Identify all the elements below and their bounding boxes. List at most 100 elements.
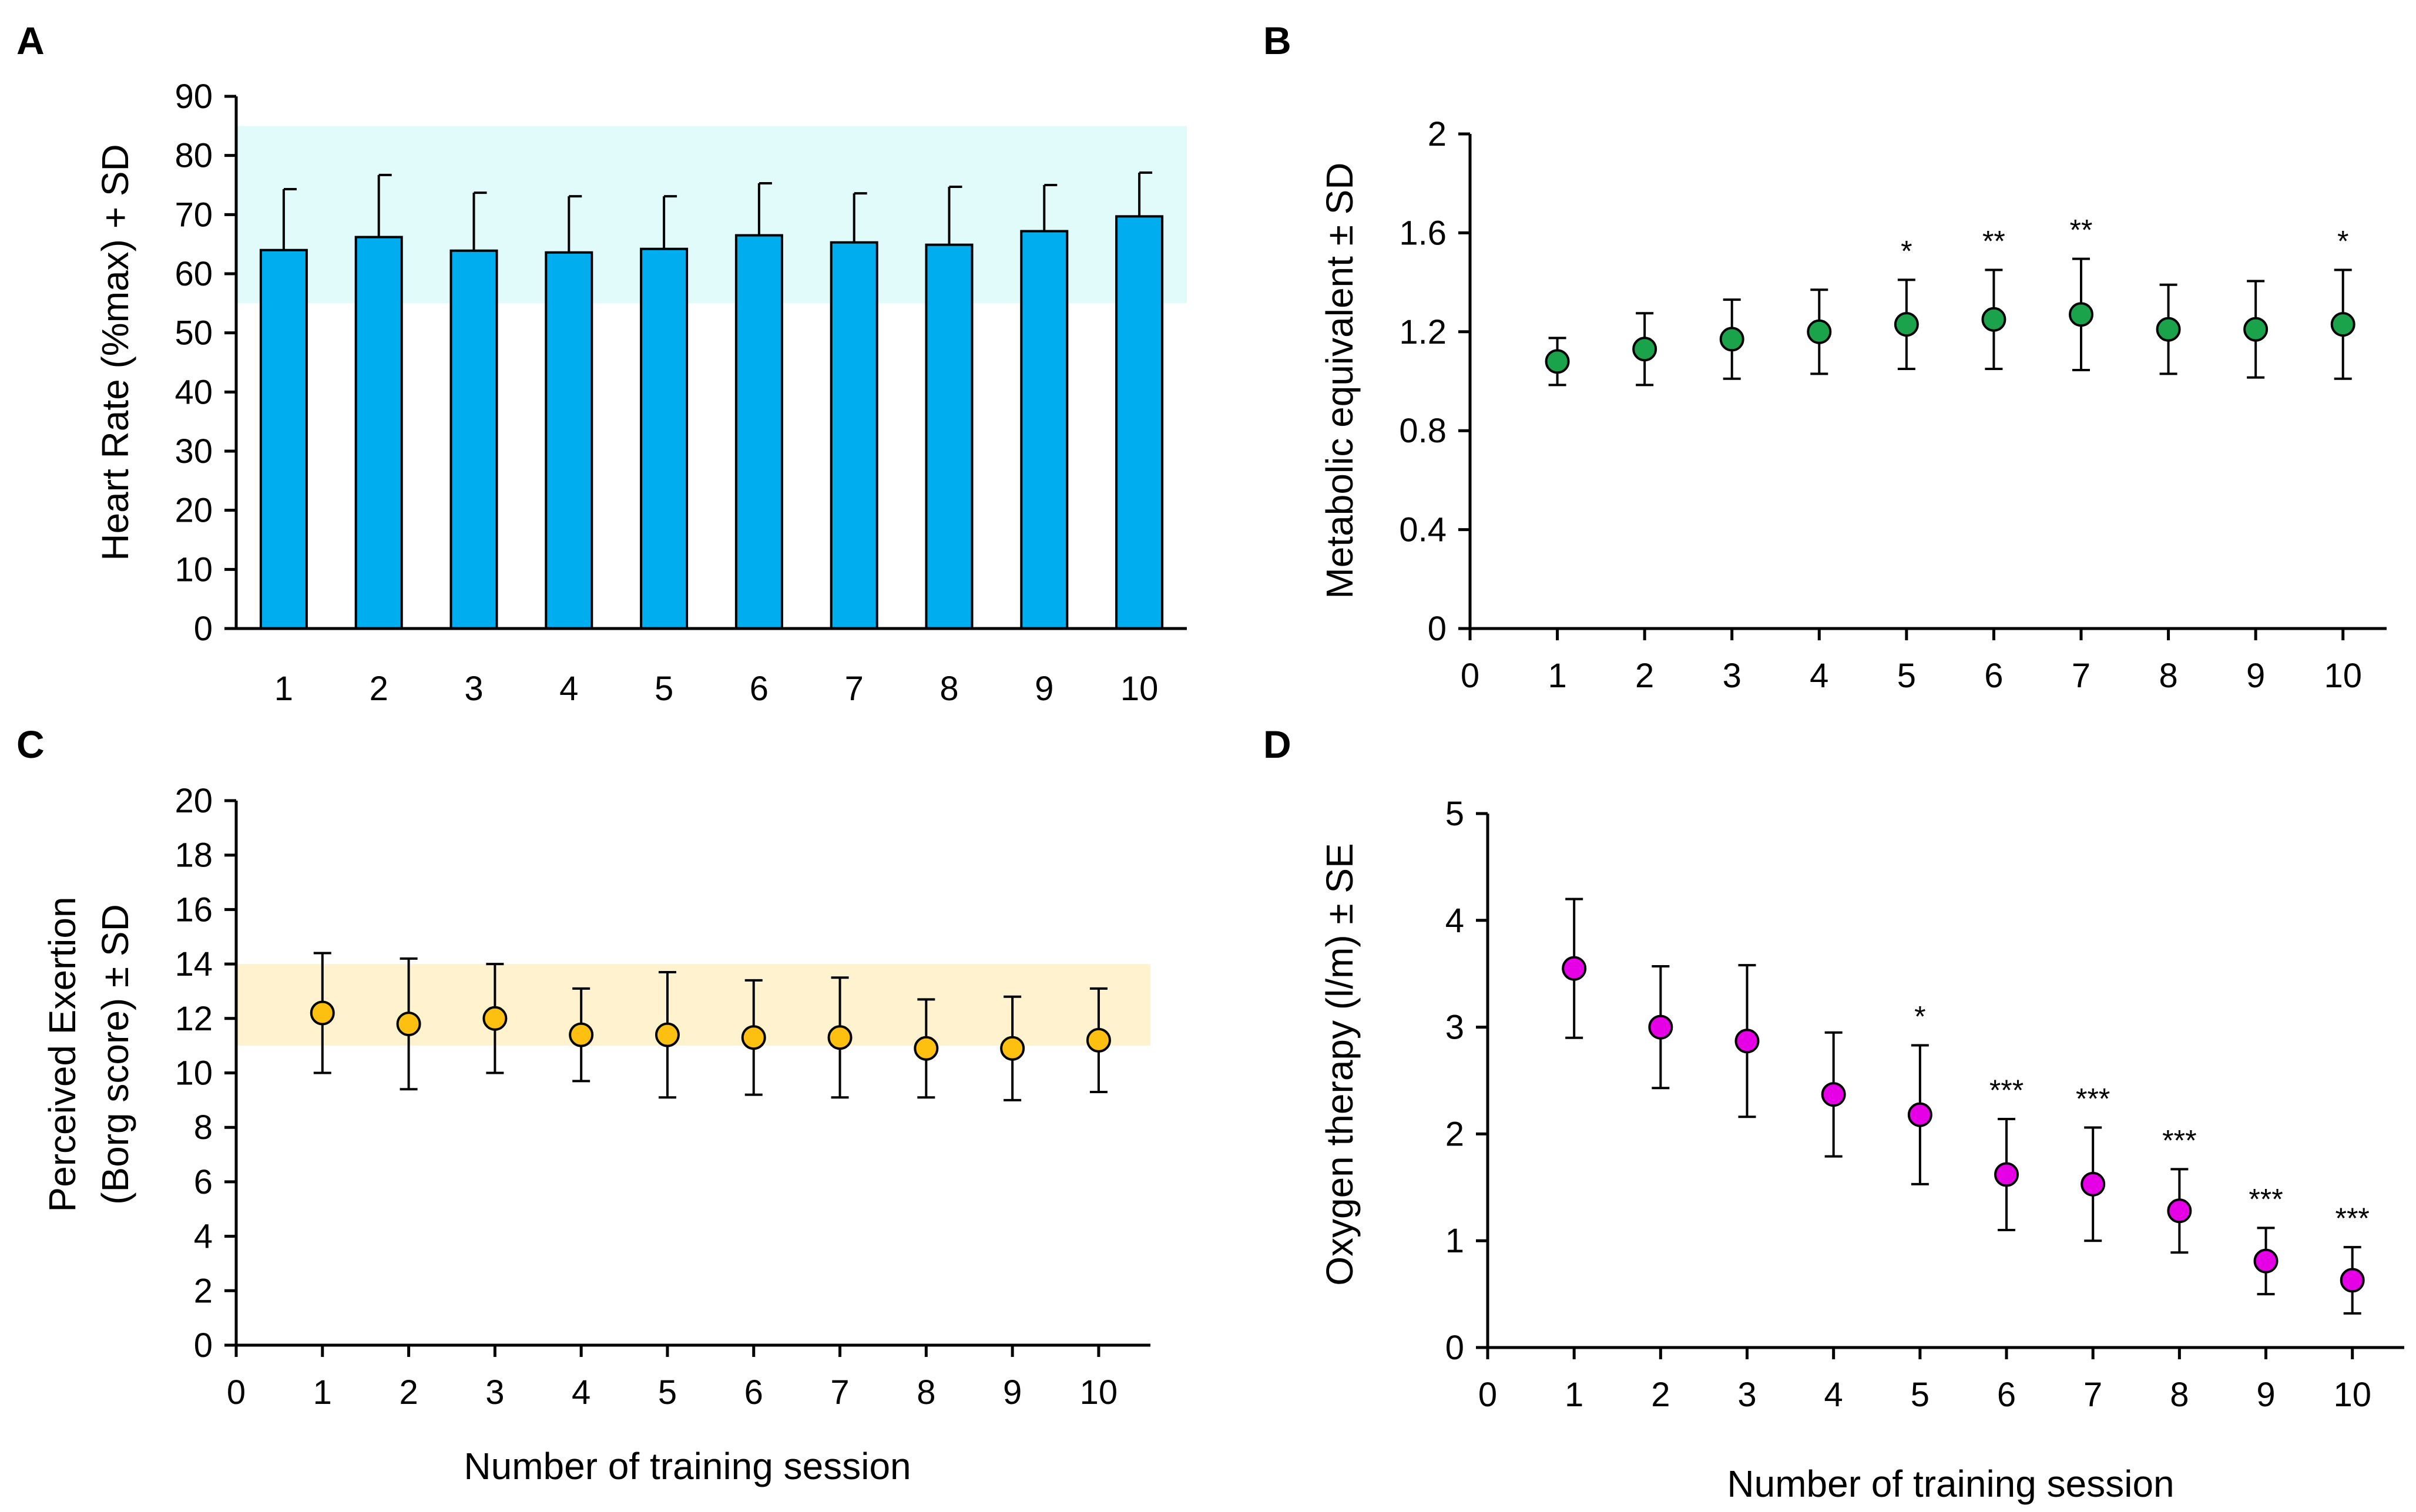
y-tick-label: 1 xyxy=(1445,1222,1464,1260)
x-tick-label: 6 xyxy=(744,1373,763,1412)
y-tick-label: 90 xyxy=(175,78,213,116)
data-point xyxy=(396,1012,421,1037)
panel-b-metabolic-equivalent: B Metabolic equivalent ± SD 0 0.4 0.8 1.2 1.… xyxy=(1263,19,2387,695)
x-tick-label: 5 xyxy=(1897,657,1916,695)
y-tick-label: 2 xyxy=(1445,1115,1464,1153)
data-point xyxy=(1000,1036,1025,1061)
x-tick-label: 6 xyxy=(1997,1376,2016,1414)
y-tick-label: 2 xyxy=(194,1272,213,1310)
y-tick-label: 80 xyxy=(175,137,213,175)
data-point xyxy=(1994,1162,2019,1187)
y-tick-label: 4 xyxy=(1445,902,1464,940)
x-tick-label: 9 xyxy=(2246,657,2265,695)
data-point xyxy=(2340,1268,2365,1293)
x-tick-label: 9 xyxy=(1003,1373,1022,1412)
significance-annotation: * xyxy=(1914,1000,1925,1033)
y-tick-label: 0.8 xyxy=(1399,412,1447,450)
bar xyxy=(734,234,783,630)
x-tick-label: 3 xyxy=(464,670,483,708)
data-point xyxy=(655,1022,680,1047)
x-tick-label: 4 xyxy=(1824,1376,1843,1414)
y-tick-label: 2 xyxy=(1428,115,1447,153)
data-point xyxy=(1562,956,1587,981)
data-point xyxy=(1734,1029,1760,1054)
x-tick-label: 0 xyxy=(1461,657,1479,695)
bar xyxy=(1020,230,1069,630)
data-point xyxy=(1632,337,1657,362)
x-tick-label: 5 xyxy=(1911,1376,1930,1414)
bar xyxy=(1115,215,1164,630)
x-tick-label: 7 xyxy=(2083,1376,2102,1414)
significance-annotation: ** xyxy=(1982,225,2005,258)
data-point xyxy=(1648,1014,1673,1040)
panel-d-oxygen-therapy: D Oxygen therapy (l/m) ± SE Number of tr… xyxy=(1263,723,2404,1505)
data-point xyxy=(914,1036,939,1061)
panel-c-ylabel-line-1: Perceived Exertion xyxy=(41,896,83,1212)
y-tick-label: 10 xyxy=(175,550,213,589)
x-tick-label: 6 xyxy=(750,670,769,708)
x-tick-label: 9 xyxy=(1035,670,1053,708)
bar xyxy=(830,241,878,630)
y-tick-label: 1.2 xyxy=(1399,313,1447,351)
data-point xyxy=(1821,1082,1846,1107)
data-point xyxy=(2081,1171,2106,1197)
x-tick-label: 4 xyxy=(1810,657,1828,695)
significance-annotation: *** xyxy=(2162,1124,2196,1157)
x-tick-label: 10 xyxy=(1120,670,1159,708)
x-tick-label: 3 xyxy=(1723,657,1741,695)
data-point xyxy=(741,1025,766,1050)
data-point xyxy=(2243,317,2269,342)
y-tick-label: 50 xyxy=(175,314,213,352)
data-point xyxy=(1086,1027,1111,1053)
panel-d-xlabel: Number of training session xyxy=(1727,1463,2174,1505)
significance-annotation: *** xyxy=(1989,1074,2024,1107)
x-tick-label: 8 xyxy=(2170,1376,2189,1414)
x-tick-label: 2 xyxy=(399,1373,418,1412)
x-tick-label: 5 xyxy=(655,670,673,708)
x-tick-label: 1 xyxy=(1565,1376,1583,1414)
x-tick-label: 5 xyxy=(658,1373,677,1412)
panel-label-c: C xyxy=(16,723,45,766)
data-point xyxy=(2330,312,2355,337)
bar xyxy=(259,248,308,630)
x-tick-label: 8 xyxy=(2159,657,2177,695)
significance-annotation: * xyxy=(2337,225,2348,258)
x-tick-label: 3 xyxy=(1737,1376,1756,1414)
x-tick-label: 10 xyxy=(1080,1373,1118,1412)
data-point xyxy=(2253,1248,2279,1274)
target-zone-band xyxy=(236,964,1150,1046)
y-tick-label: 10 xyxy=(175,1054,213,1093)
data-point xyxy=(827,1025,853,1050)
x-tick-label: 7 xyxy=(845,670,864,708)
y-tick-label: 70 xyxy=(175,196,213,234)
data-point xyxy=(1981,307,2006,332)
y-tick-label: 1.6 xyxy=(1399,214,1447,252)
data-point xyxy=(1907,1102,1932,1127)
bar xyxy=(354,236,403,630)
panel-label-a: A xyxy=(16,19,45,62)
y-tick-label: 0 xyxy=(1445,1329,1464,1367)
data-point xyxy=(2167,1198,2192,1224)
y-tick-label: 20 xyxy=(175,492,213,530)
x-tick-label: 2 xyxy=(1651,1376,1670,1414)
y-tick-label: 14 xyxy=(175,945,213,983)
y-tick-label: 12 xyxy=(175,1000,213,1038)
y-tick-label: 4 xyxy=(194,1218,213,1256)
data-point xyxy=(569,1022,594,1047)
panel-a-heart-rate: A Heart Rate (%max) + SD 1 2 3 4 5 6 7 8 9 10 0 10 2… xyxy=(16,19,1187,708)
x-tick-label: 8 xyxy=(939,670,958,708)
bar xyxy=(925,243,974,630)
x-tick-label: 0 xyxy=(1478,1376,1497,1414)
data-point xyxy=(1719,327,1744,352)
x-tick-label: 1 xyxy=(313,1373,332,1412)
x-tick-label: 2 xyxy=(370,670,388,708)
x-tick-label: 9 xyxy=(2256,1376,2275,1414)
panel-b-ylabel: Metabolic equivalent ± SD xyxy=(1318,162,1361,599)
x-tick-label: 4 xyxy=(559,670,578,708)
y-tick-label: 40 xyxy=(175,373,213,411)
y-tick-label: 8 xyxy=(194,1108,213,1147)
bar xyxy=(449,249,498,630)
data-point xyxy=(2156,317,2181,342)
x-tick-label: 4 xyxy=(572,1373,590,1412)
